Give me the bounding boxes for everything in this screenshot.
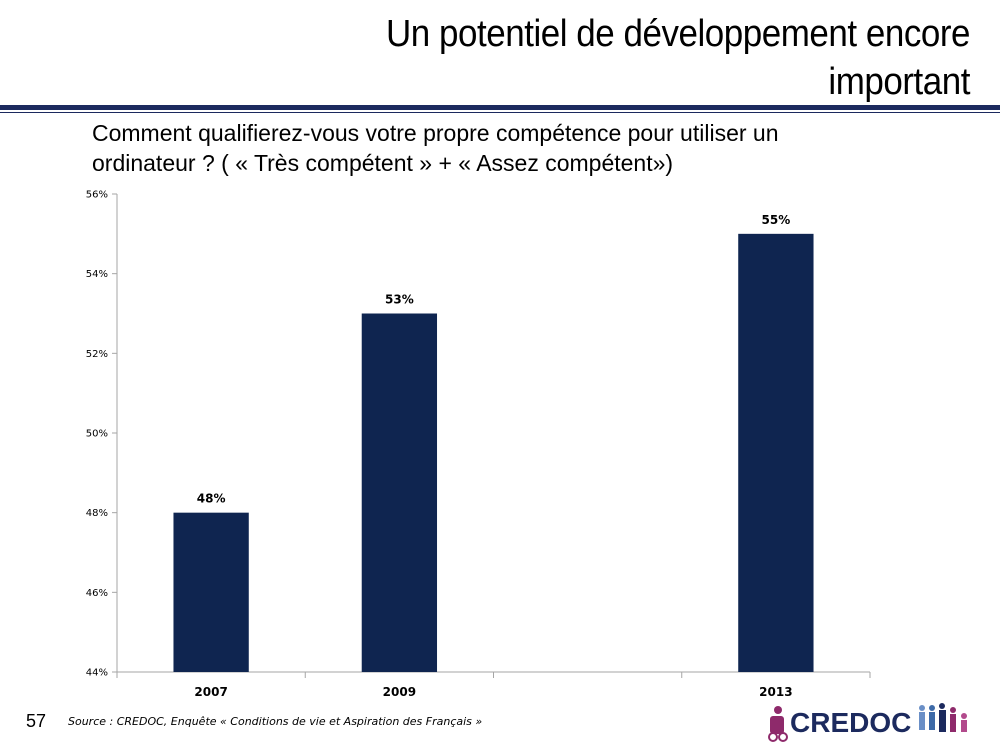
question-line-2: ordinateur ? ( « Très compétent » + « As… xyxy=(92,150,674,176)
source-note: Source : CREDOC, Enquête « Conditions de… xyxy=(68,715,483,728)
y-tick-label: 46% xyxy=(86,588,108,599)
x-tick-label: 2013 xyxy=(759,685,792,699)
family-figures-icon xyxy=(768,706,788,742)
header-rule xyxy=(0,105,1000,110)
data-label: 48% xyxy=(197,492,226,506)
bar-chart: 44% 46% 48% 50% 52% 54% 56% 2007 48% 2009 53% 2013 5… xyxy=(86,190,871,699)
data-label: 53% xyxy=(385,293,414,307)
y-tick-label: 48% xyxy=(86,508,108,519)
x-tick-label: 2009 xyxy=(383,685,416,699)
title-line-1: Un potentiel de développement encore xyxy=(385,13,970,55)
title-line-2: important xyxy=(828,61,970,103)
bar xyxy=(173,512,249,672)
people-icon xyxy=(919,703,967,732)
bar xyxy=(738,233,814,673)
survey-question: Comment qualifierez-vous votre propre co… xyxy=(92,118,892,178)
y-tick-label: 52% xyxy=(86,349,108,360)
y-tick-label: 56% xyxy=(86,190,108,201)
y-tick-label: 54% xyxy=(86,269,108,280)
y-tick-label: 50% xyxy=(86,429,108,440)
bar xyxy=(361,313,438,672)
credoc-logo: CREDOC xyxy=(768,703,967,742)
header-rule-thin xyxy=(0,112,1000,113)
page-number: 57 xyxy=(26,711,47,731)
logo-wordmark: CREDOC xyxy=(790,707,911,738)
slide-title: Un potentiel de développement encore imp… xyxy=(326,10,970,106)
question-line-1: Comment qualifierez-vous votre propre co… xyxy=(92,120,779,146)
y-tick-label: 44% xyxy=(86,668,108,679)
x-tick-label: 2007 xyxy=(194,685,227,699)
data-label: 55% xyxy=(762,213,791,227)
